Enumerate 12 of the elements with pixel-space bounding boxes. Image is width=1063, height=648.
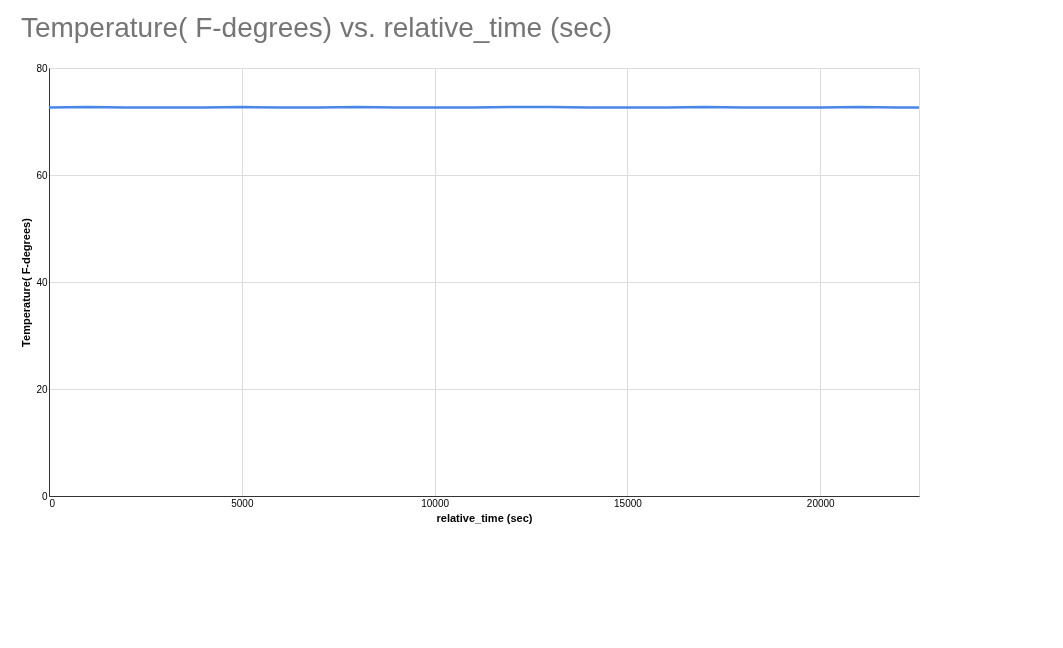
x-axis-title: relative_time (sec) — [436, 511, 533, 524]
x-tick-label: 20000 — [806, 497, 836, 509]
x-tick-label: 10000 — [421, 497, 450, 509]
y-tick-label: 40 — [36, 276, 48, 288]
chart-title: Temperature( F-degrees) vs. relative_time (sec) — [20, 12, 613, 43]
y-tick-label: 20 — [36, 383, 48, 395]
y-tick-label: 80 — [36, 62, 48, 74]
y-axis-title: Temperature( F-degrees) — [20, 217, 33, 347]
x-tick-label: 0 — [49, 497, 56, 509]
x-tick-label: 15000 — [614, 497, 643, 509]
x-tick-label: 5000 — [231, 497, 254, 509]
y-tick-label: 60 — [36, 169, 48, 181]
